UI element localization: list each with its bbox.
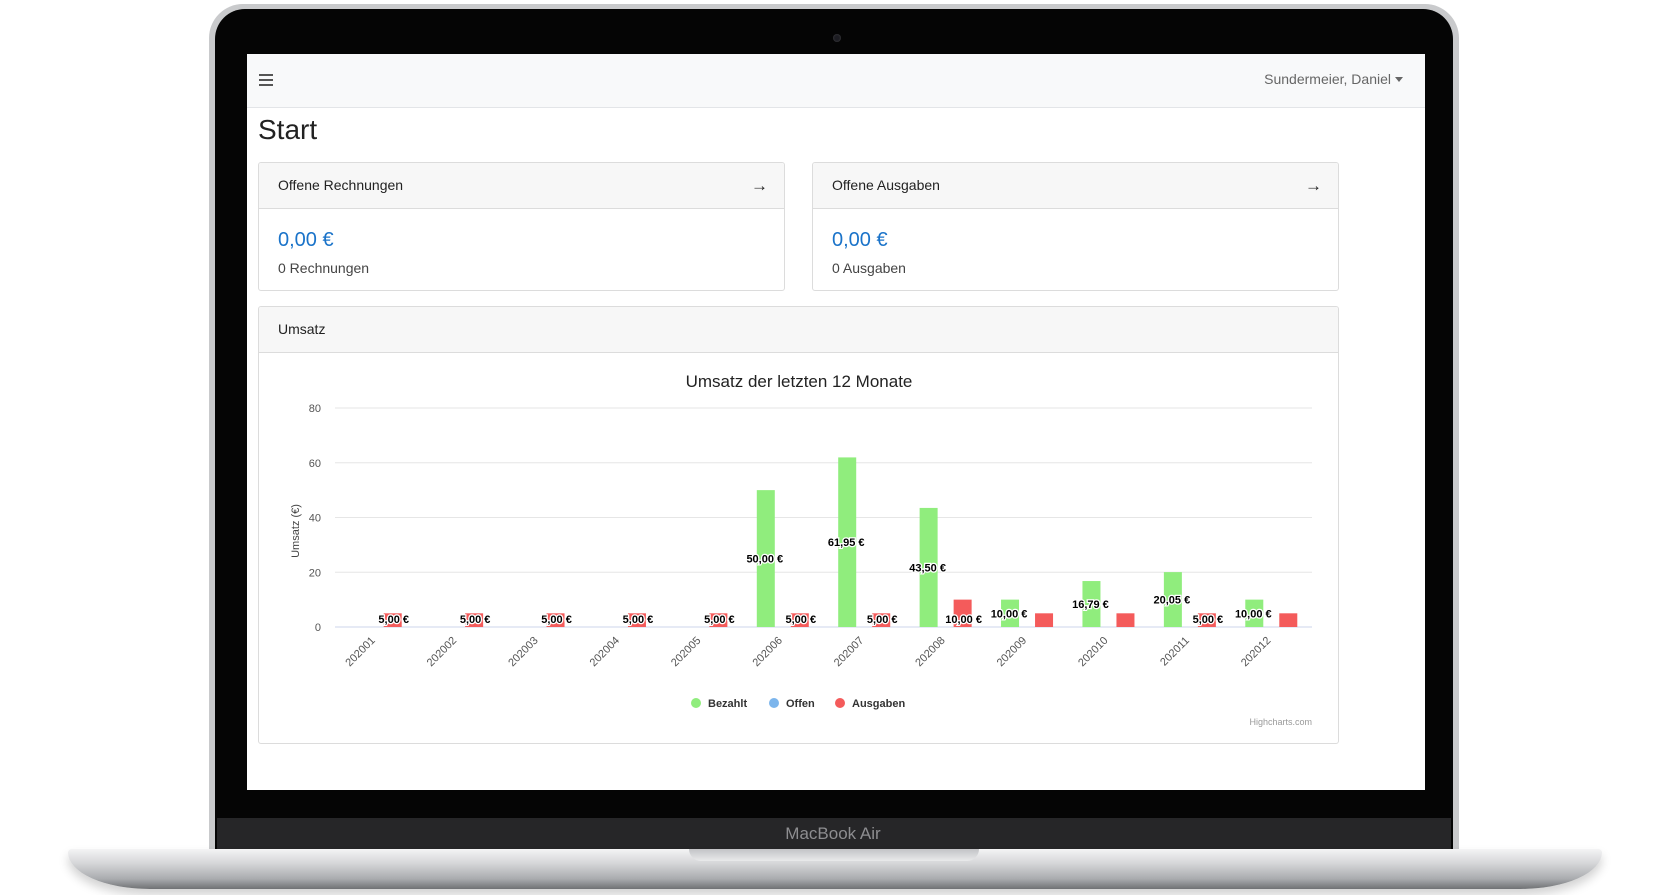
x-tick-label: 202006 — [750, 635, 784, 669]
x-tick-label: 202007 — [832, 635, 866, 669]
bar-ausgaben-202001 — [383, 613, 402, 627]
data-label: 5,00 € — [704, 614, 735, 626]
open-expenses-header: Offene Ausgaben → — [813, 163, 1338, 209]
data-label: 10,00 € — [945, 614, 982, 626]
x-tick-label: 202001 — [343, 635, 377, 669]
chart-credit[interactable]: Highcharts.com — [1249, 717, 1312, 727]
bar-bezahlt-202007 — [838, 457, 857, 627]
open-expenses-count: 0 Ausgaben — [832, 260, 906, 276]
data-label: 5,00 € — [623, 614, 654, 626]
bar-ausgaben-202003 — [546, 613, 565, 627]
legend: Bezahlt Offen Ausgaben — [691, 698, 905, 710]
legend-item-ausgaben[interactable]: Ausgaben — [835, 698, 905, 710]
bar-ausgaben-202008 — [953, 599, 972, 627]
user-name: Sundermeier, Daniel — [1264, 71, 1391, 87]
top-navbar: Sundermeier, Daniel — [247, 54, 1425, 108]
open-expenses-arrow-icon[interactable]: → — [1305, 176, 1322, 195]
bar-ausgaben-202010 — [1116, 613, 1135, 627]
screen-chin — [217, 818, 1451, 850]
camera-icon — [833, 34, 841, 42]
grid-lines — [335, 407, 1312, 628]
open-expenses-title: Offene Ausgaben — [832, 177, 940, 193]
legend-item-bezahlt[interactable]: Bezahlt — [691, 698, 747, 710]
bar-bezahlt-202006 — [756, 490, 775, 627]
open-invoices-card: Offene Rechnungen → 0,00 € 0 Rechnungen — [258, 162, 785, 291]
revenue-card: Umsatz Umsatz der letzten 12 Monate Umsa… — [258, 306, 1339, 744]
legend-label: Ausgaben — [852, 698, 905, 710]
y-tick-label: 60 — [309, 458, 321, 470]
bar-ausgaben-202006 — [790, 613, 809, 627]
x-tick-label: 202005 — [669, 635, 703, 669]
open-invoices-header: Offene Rechnungen → — [259, 163, 784, 209]
y-tick-label: 40 — [309, 513, 321, 525]
legend-label: Bezahlt — [708, 698, 747, 710]
x-tick-label: 202002 — [425, 635, 459, 669]
open-invoices-title: Offene Rechnungen — [278, 177, 404, 193]
revenue-card-header: Umsatz — [259, 307, 1338, 353]
data-label: 5,00 € — [785, 614, 816, 626]
open-expenses-card: Offene Ausgaben → 0,00 € 0 Ausgaben — [812, 162, 1339, 291]
bar-ausgaben-202005 — [709, 613, 728, 627]
x-tick-label: 202012 — [1239, 635, 1273, 669]
x-tick-label: 202011 — [1158, 635, 1192, 669]
x-tick-label: 202008 — [913, 635, 947, 669]
hamburger-menu-icon[interactable] — [259, 74, 273, 86]
legend-label: Offen — [786, 698, 815, 710]
data-labels: 5,00 € 5,00 € 5,00 € 5,00 € 5,00 € 50,00 € 5,0… — [377, 536, 1273, 627]
caret-down-icon — [1395, 77, 1403, 82]
bar-ausgaben-202004 — [627, 613, 646, 627]
open-invoices-amount: 0,00 € — [278, 229, 334, 251]
x-tick-label: 202010 — [1076, 635, 1110, 669]
user-menu-dropdown[interactable]: Sundermeier, Daniel — [1264, 71, 1403, 87]
data-label: 5,00 € — [378, 614, 409, 626]
revenue-chart: Umsatz der letzten 12 Monate Umsatz (€) … — [290, 372, 1312, 727]
laptop-notch — [689, 849, 979, 861]
y-axis-ticks: 0 20 40 60 80 — [309, 403, 321, 634]
chart-title: Umsatz der letzten 12 Monate — [686, 372, 913, 391]
x-tick-label: 202009 — [995, 635, 1029, 669]
data-label: 5,00 € — [867, 614, 898, 626]
y-tick-label: 20 — [309, 567, 321, 579]
data-label: 50,00 € — [746, 554, 783, 566]
data-label: 20,05 € — [1154, 595, 1191, 607]
bar-ausgaben-202007 — [872, 613, 891, 627]
x-tick-label: 202004 — [588, 635, 622, 669]
y-axis-label: Umsatz (€) — [290, 504, 302, 558]
bar-bezahlt-202011 — [1163, 572, 1182, 627]
legend-marker — [835, 698, 845, 708]
bar-bezahlt-202009 — [1001, 599, 1020, 627]
data-label: 10,00 € — [1235, 608, 1272, 620]
revenue-card-title: Umsatz — [278, 321, 326, 337]
bar-bezahlt-202010 — [1082, 581, 1101, 627]
data-label: 5,00 € — [541, 614, 572, 626]
device-brand-label: MacBook Air — [785, 824, 881, 843]
x-tick-label: 202003 — [506, 635, 540, 669]
y-tick-label: 80 — [309, 403, 321, 415]
app-screen: Sundermeier, Daniel Start Offene Rechnun… — [247, 54, 1425, 790]
legend-item-offen[interactable]: Offen — [769, 698, 815, 710]
open-invoices-count: 0 Rechnungen — [278, 260, 370, 276]
bar-bezahlt-202008 — [919, 507, 938, 627]
legend-marker — [769, 698, 779, 708]
bars — [383, 457, 1298, 627]
y-tick-label: 0 — [315, 622, 321, 634]
data-label: 5,00 € — [1193, 614, 1224, 626]
bar-ausgaben-202009 — [1035, 613, 1054, 627]
data-label: 16,79 € — [1072, 599, 1109, 611]
data-label: 10,00 € — [991, 608, 1028, 620]
open-expenses-amount: 0,00 € — [832, 229, 888, 251]
legend-marker — [691, 698, 701, 708]
bar-bezahlt-202012 — [1245, 599, 1264, 627]
bar-ausgaben-202002 — [465, 613, 484, 627]
open-invoices-arrow-icon[interactable]: → — [751, 176, 768, 195]
data-label: 5,00 € — [460, 614, 491, 626]
x-axis-ticks: 202001 202002 202003 202004 202005 202006 2020… — [343, 635, 1273, 669]
bar-ausgaben-202011 — [1197, 613, 1216, 627]
page-title: Start — [258, 114, 318, 145]
bar-ausgaben-202012 — [1279, 613, 1298, 627]
data-label: 43,50 € — [909, 562, 946, 574]
data-label: 61,95 € — [828, 537, 865, 549]
